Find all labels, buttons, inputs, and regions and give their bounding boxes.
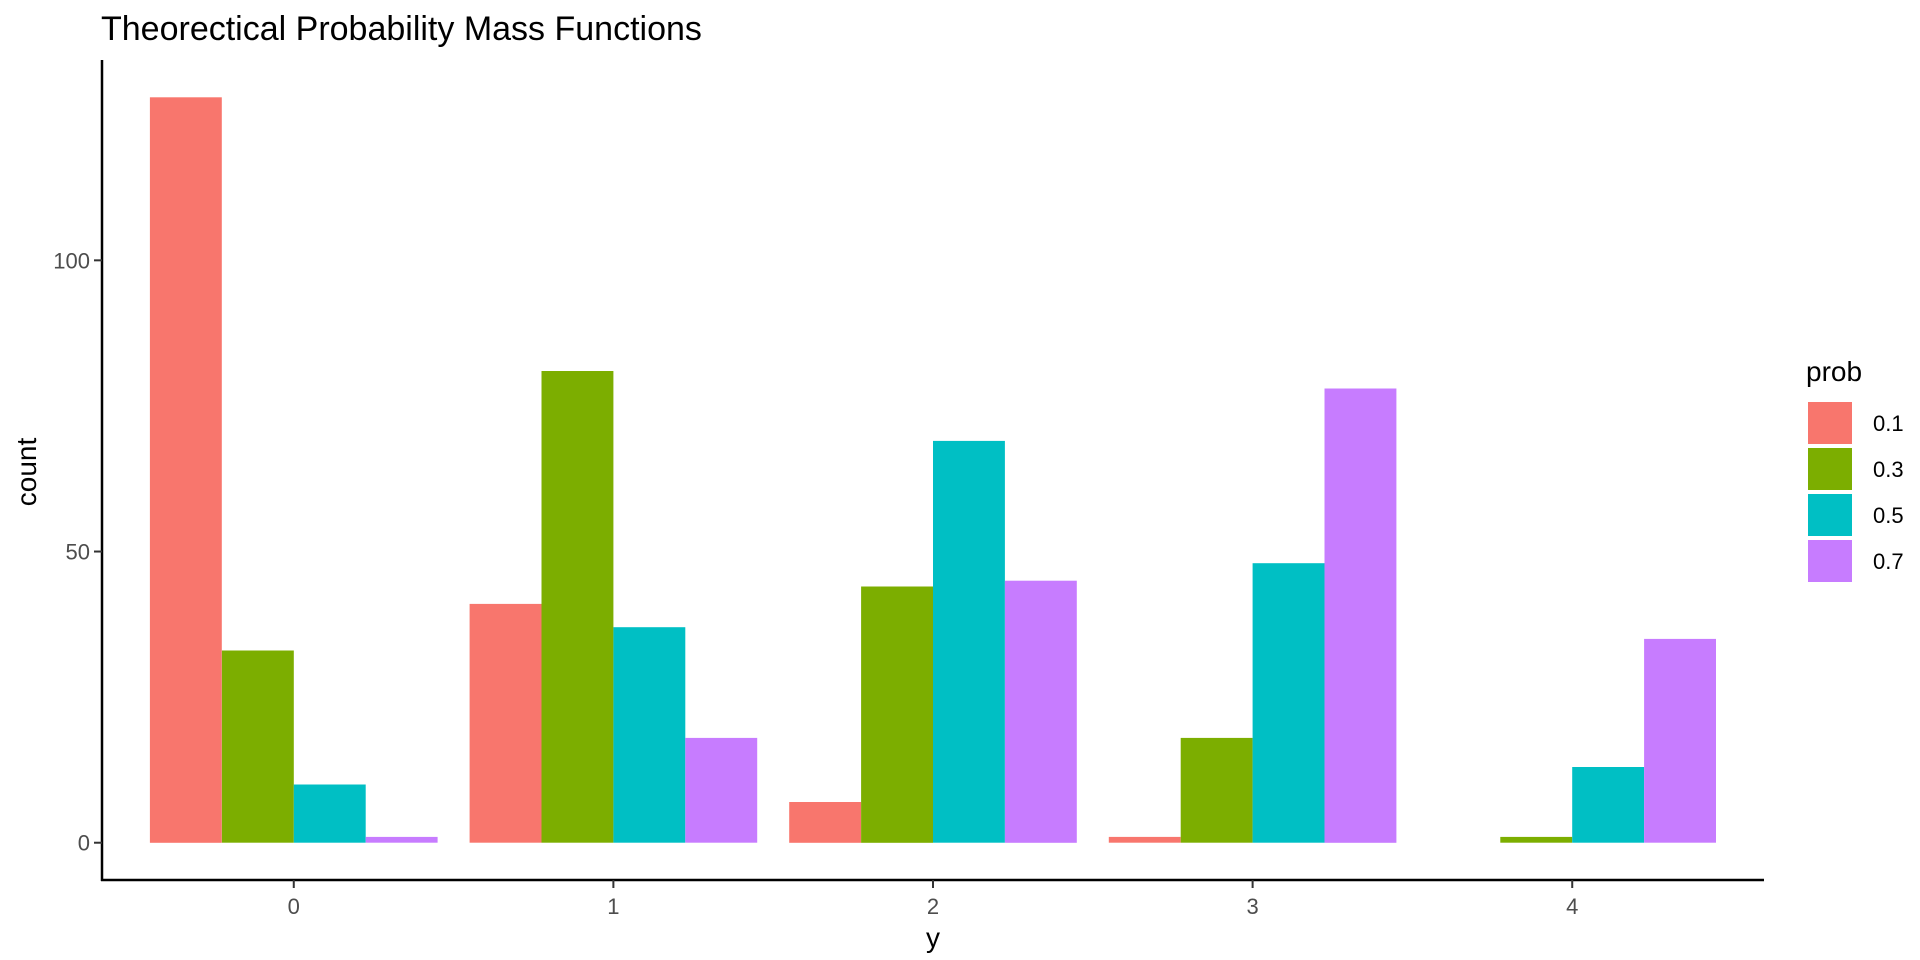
- bar-prob-0.7-y3: [1324, 388, 1397, 843]
- y-tick-label: 50: [66, 540, 90, 565]
- bar-prob-0.3-y4: [1500, 836, 1573, 843]
- chart-title: Theorectical Probability Mass Functions: [101, 10, 702, 48]
- x-tick-label: 1: [607, 894, 619, 919]
- bar-prob-0.1-y3: [1108, 836, 1181, 843]
- legend-key-0.1: [1808, 402, 1852, 444]
- legend-label-0.3: 0.3: [1873, 457, 1904, 482]
- x-tick-label: 3: [1246, 894, 1258, 919]
- y-tick-label: 0: [78, 831, 90, 856]
- bar-prob-0.5-y2: [933, 440, 1005, 843]
- x-tick-label: 0: [288, 894, 300, 919]
- y-axis-title: count: [11, 438, 42, 507]
- legend-key-0.7: [1808, 540, 1852, 582]
- bar-prob-0.5-y1: [613, 627, 686, 843]
- bar-prob-0.7-y4: [1644, 638, 1716, 843]
- x-tick-label: 4: [1566, 894, 1578, 919]
- bar-prob-0.5-y3: [1252, 563, 1325, 843]
- bar-prob-0.1-y0: [149, 97, 222, 843]
- bar-prob-0.5-y0: [293, 784, 366, 843]
- y-tick-label: 100: [53, 248, 90, 273]
- x-ticks: 0 1 2 3 4: [288, 880, 1578, 919]
- bar-prob-0.7-y2: [1004, 580, 1077, 843]
- bar-prob-0.3-y0: [221, 650, 294, 843]
- legend-key-0.3: [1808, 448, 1852, 490]
- legend: prob 0.1 0.3 0.5 0.7: [1806, 356, 1904, 582]
- bar-prob-0.7-y0: [365, 836, 438, 843]
- legend-key-0.5: [1808, 494, 1852, 536]
- legend-label-0.7: 0.7: [1873, 549, 1904, 574]
- legend-label-0.5: 0.5: [1873, 503, 1904, 528]
- bar-prob-0.3-y2: [861, 586, 933, 843]
- bar-prob-0.1-y1: [469, 603, 542, 843]
- y-ticks: 0 50 100: [53, 248, 102, 856]
- bar-prob-0.3-y1: [541, 371, 614, 843]
- bar-prob-0.5-y4: [1572, 767, 1645, 843]
- bar-prob-0.7-y1: [685, 737, 758, 843]
- legend-title: prob: [1806, 356, 1862, 387]
- x-tick-label: 2: [927, 894, 939, 919]
- legend-label-0.1: 0.1: [1873, 411, 1904, 436]
- x-axis-title: y: [926, 922, 940, 953]
- bars-layer: [149, 97, 1716, 843]
- bar-prob-0.3-y3: [1180, 737, 1253, 843]
- bar-prob-0.1-y2: [789, 802, 862, 843]
